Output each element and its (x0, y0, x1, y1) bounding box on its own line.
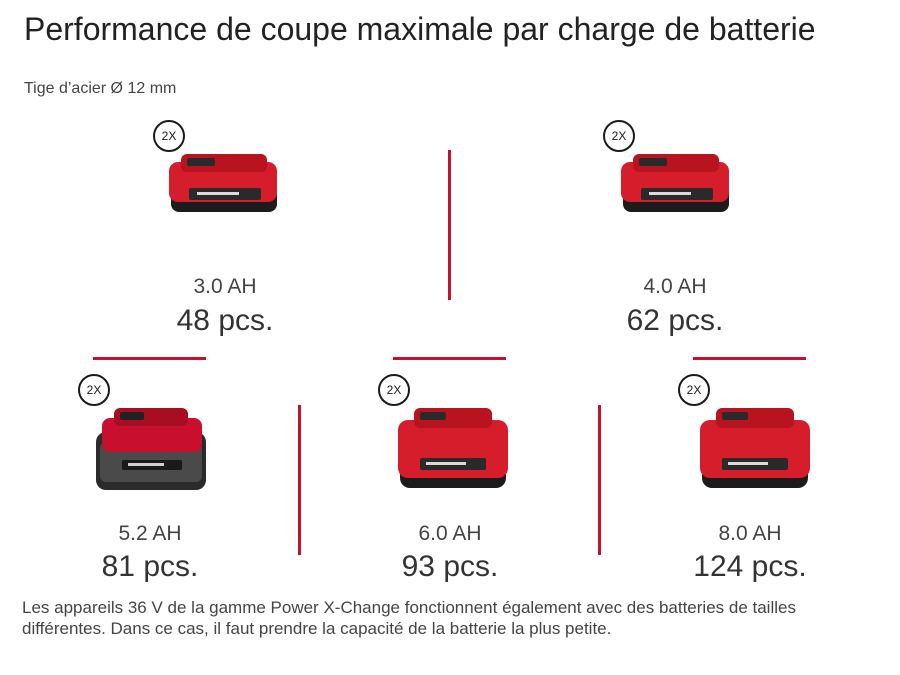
battery-card-4ah: 2X 4.0 AH 62 pcs. (565, 118, 785, 348)
divider-horizontal-center (393, 357, 506, 360)
footnote: Les appareils 36 V de la gamme Power X-C… (22, 598, 796, 638)
battery-pack-icon (700, 408, 810, 488)
battery-card-5-2ah: 2X 5.2 AH 81 pcs. (40, 372, 260, 602)
pieces-count: 62 pcs. (626, 304, 724, 337)
quantity-badge: 2X (153, 120, 185, 152)
capacity-label: 8.0 AH (718, 522, 782, 545)
capacity-label: 5.2 AH (118, 522, 182, 545)
capacity-label: 6.0 AH (418, 522, 482, 545)
divider-horizontal-right (693, 357, 806, 360)
quantity-badge: 2X (378, 374, 410, 406)
battery-pack-icon (621, 154, 729, 212)
pieces-count: 93 pcs. (401, 550, 499, 583)
quantity-badge: 2X (678, 374, 710, 406)
quantity-badge: 2X (78, 374, 110, 406)
capacity-label: 3.0 AH (193, 275, 257, 298)
capacity-label: 4.0 AH (643, 275, 707, 298)
divider-vertical-bottom-left (298, 405, 301, 555)
pieces-count: 124 pcs. (693, 550, 807, 583)
divider-vertical-top (448, 150, 451, 300)
divider-horizontal-left (93, 357, 206, 360)
battery-pack-icon (398, 408, 508, 488)
divider-vertical-bottom-right (598, 405, 601, 555)
page-title: Performance de coupe maximale par charge… (24, 11, 816, 47)
battery-pack-icon (96, 408, 206, 490)
battery-card-8ah: 2X 8.0 AH 124 pcs. (640, 372, 860, 602)
pieces-count: 81 pcs. (101, 550, 199, 583)
page-subtitle: Tige d’acier Ø 12 mm (24, 80, 177, 97)
pieces-count: 48 pcs. (176, 304, 274, 337)
battery-card-3ah: 2X 3.0 AH 48 pcs. (115, 118, 335, 348)
battery-card-6ah: 2X 6.0 AH 93 pcs. (340, 372, 560, 602)
battery-pack-icon (169, 154, 277, 212)
quantity-badge: 2X (603, 120, 635, 152)
